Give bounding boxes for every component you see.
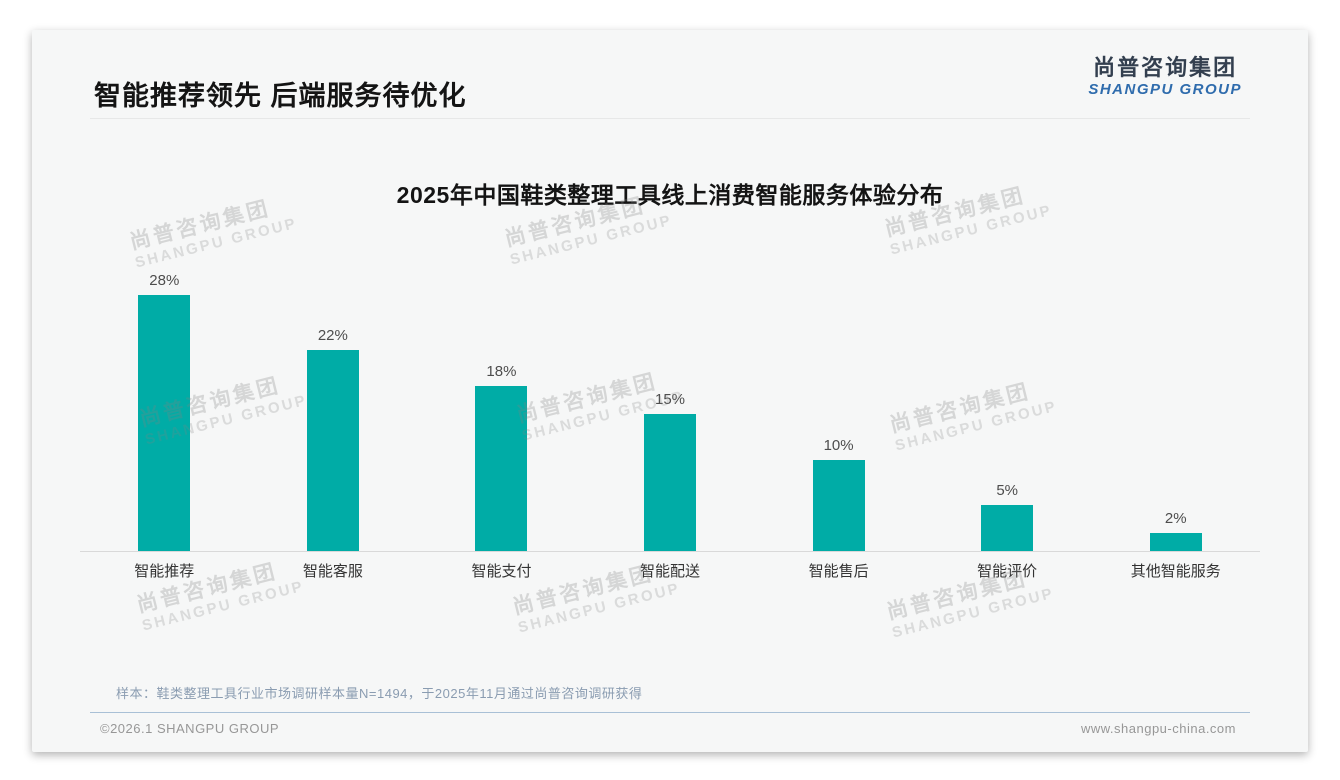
category-label: 智能推荐 xyxy=(134,563,195,580)
category-label: 智能客服 xyxy=(302,563,363,580)
category-label: 智能售后 xyxy=(808,563,869,580)
bar-value-label: 22% xyxy=(317,327,348,344)
bar-value-label: 15% xyxy=(655,391,686,408)
bar xyxy=(1149,533,1202,551)
bar-value-label: 10% xyxy=(823,437,854,454)
bar-column: 28% xyxy=(80,270,249,551)
website-url: www.shangpu-china.com xyxy=(1080,721,1236,736)
slide-card: 智能推荐领先 后端服务待优化 尚普咨询集团 SHANGPU GROUP 2025… xyxy=(32,30,1308,752)
watermark-english-text: SHANGPU GROUP xyxy=(140,577,307,635)
watermark-english-text: SHANGPU GROUP xyxy=(133,214,300,272)
footer-divider xyxy=(90,712,1250,713)
bar-column: 15% xyxy=(586,270,755,551)
bar-column: 22% xyxy=(249,270,418,551)
bar-value-label: 28% xyxy=(149,272,180,289)
category-label: 智能评价 xyxy=(977,563,1038,580)
chart-title: 2025年中国鞋类整理工具线上消费智能服务体验分布 xyxy=(396,182,944,208)
category-label: 智能配送 xyxy=(640,563,701,580)
bar xyxy=(812,460,865,551)
company-logo: 尚普咨询集团 SHANGPU GROUP xyxy=(1088,54,1242,98)
logo-chinese-text: 尚普咨询集团 xyxy=(1093,55,1238,80)
bar-value-label: 2% xyxy=(1164,510,1187,527)
bar xyxy=(475,386,528,551)
watermark-english-text: SHANGPU GROUP xyxy=(508,211,675,269)
bar-column: 5% xyxy=(923,270,1092,551)
bar xyxy=(644,414,697,551)
bar xyxy=(981,505,1034,551)
copyright-text: ©2026.1 SHANGPU GROUP xyxy=(100,721,280,736)
bar-value-label: 18% xyxy=(486,363,517,380)
logo-english-text: SHANGPU GROUP xyxy=(1088,80,1242,98)
footer: ©2026.1 SHANGPU GROUP www.shangpu-china.… xyxy=(100,721,1236,736)
bar xyxy=(306,350,359,551)
bar xyxy=(138,295,191,551)
page-title: 智能推荐领先 后端服务待优化 xyxy=(94,81,467,111)
category-axis: 智能推荐 智能客服 智能支付 智能配送 智能售后 智能评价 其他智能服务 xyxy=(80,560,1260,581)
bar-column: 18% xyxy=(417,270,586,551)
category-label: 智能支付 xyxy=(471,563,532,580)
bar-chart-plot-area: 28% 22% 18% 15% 10% 5% 2% xyxy=(80,270,1260,552)
header-divider xyxy=(90,118,1250,119)
bar-column: 10% xyxy=(754,270,923,551)
bar-column: 2% xyxy=(1091,270,1260,551)
source-note: 样本：鞋类整理工具行业市场调研样本量N=1494，于2025年11月通过尚普咨询… xyxy=(116,686,643,701)
watermark-english-text: SHANGPU GROUP xyxy=(888,201,1055,259)
category-label: 其他智能服务 xyxy=(1130,563,1221,580)
bar-value-label: 5% xyxy=(996,482,1019,499)
watermark-english-text: SHANGPU GROUP xyxy=(516,579,683,637)
watermark-english-text: SHANGPU GROUP xyxy=(890,584,1057,642)
